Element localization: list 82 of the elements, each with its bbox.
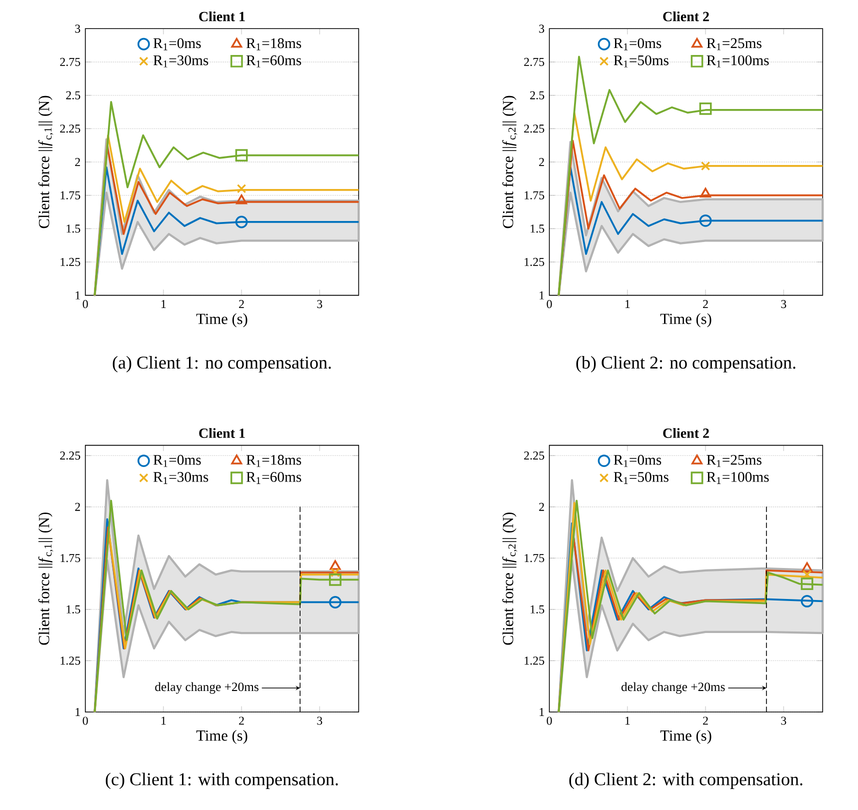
legend-label: R$_{1}$=50ms (614, 55, 668, 68)
y-tick-label: 1 (540, 291, 544, 300)
y-tick-label: 2 (539, 502, 544, 511)
y-tick-label: 2 (75, 502, 80, 511)
y-tick-label: 1.5 (66, 605, 80, 614)
y-tick-label: 1 (76, 291, 80, 300)
text: (b) Client 2: no compensation. (576, 356, 796, 372)
y-tick-label: 2.25 (60, 452, 80, 460)
y-tick-label: 3 (539, 24, 544, 33)
text: (d) Client 2: with compensation. (569, 772, 802, 790)
y-tick-label: 1.5 (66, 224, 80, 233)
legend-label: R$_{1}$=0ms (614, 454, 662, 467)
y-tick-label: 2.25 (524, 452, 544, 460)
x-tick-label: 2 (239, 716, 244, 725)
legend-label: R$_{1}$=25ms (706, 38, 762, 50)
text: (a) Client 1: no compensation. (112, 356, 331, 372)
x-tick-label: 2 (239, 300, 244, 308)
y-axis-title: Client force ||f$_{c,1}$|| (N) (38, 512, 54, 645)
legend-label: R$_{1}$=18ms (246, 454, 302, 467)
x-tick-label: 3 (317, 716, 322, 725)
legend-label: R$_{1}$=50ms (614, 472, 668, 484)
x-axis-title: Time (s) (196, 313, 248, 328)
y-tick-label: 1.75 (60, 191, 80, 200)
y-tick-label: 2.5 (530, 91, 544, 100)
x-tick-label: 0 (546, 300, 552, 308)
y-tick-label: 1.25 (60, 656, 80, 665)
x-tick-label: 2 (703, 300, 708, 308)
legend-label: R$_{1}$=60ms (246, 55, 302, 68)
line-series (558, 56, 824, 296)
legend-label: R$_{1}$=18ms (246, 38, 302, 50)
y-tick-label: 3 (75, 24, 80, 33)
x-axis-title: Time (s) (196, 730, 248, 744)
x-tick-label: 2 (703, 716, 708, 725)
y-tick-label: 1.75 (60, 554, 80, 562)
y-tick-label: 1 (76, 708, 80, 716)
y-tick-label: 1.25 (60, 258, 80, 266)
y-tick-label: 2.75 (60, 58, 80, 66)
y-tick-label: 2 (539, 158, 544, 166)
x-tick-label: 0 (82, 300, 88, 308)
chart-title: Client 1 (199, 428, 245, 438)
x-tick-label: 3 (317, 300, 322, 308)
legend-label: R$_{1}$=0ms (153, 454, 201, 467)
legend-label: R$_{1}$=100ms (706, 55, 769, 68)
ref-line-label: delay change +20ms (155, 682, 258, 694)
y-tick-label: 1.5 (530, 605, 544, 614)
y-tick-label: 1.5 (530, 224, 544, 233)
y-tick-label: 2.5 (66, 91, 80, 100)
x-tick-label: 1 (161, 300, 166, 308)
chart-title: Client 2 (663, 428, 709, 438)
y-axis-title: Client force ||f$_{c,2}$|| (N) (502, 96, 518, 228)
legend-label: R$_{1}$=30ms (153, 55, 208, 68)
y-tick-label: 1.75 (524, 554, 544, 562)
x-axis-title: Time (s) (660, 313, 712, 328)
x-tick-label: 0 (82, 716, 88, 725)
chart-title: Client 1 (199, 11, 245, 22)
ref-line-label: delay change +20ms (621, 682, 725, 694)
y-axis-title: Client force ||f$_{c,2}$|| (N) (502, 512, 518, 645)
x-tick-label: 3 (781, 716, 786, 725)
legend-label: R$_{1}$=60ms (246, 472, 302, 484)
x-tick-label: 3 (781, 300, 786, 308)
x-tick-label: 1 (625, 300, 630, 308)
y-tick-label: 1.25 (524, 656, 544, 665)
text: (c) Client 1: with compensation. (106, 772, 338, 790)
y-tick-label: 2 (75, 158, 80, 166)
legend-label: R$_{1}$=0ms (153, 38, 201, 50)
x-tick-label: 1 (161, 716, 166, 725)
y-tick-label: 1.75 (524, 191, 544, 200)
y-tick-label: 1 (540, 708, 544, 716)
y-tick-label: 2.25 (60, 124, 80, 133)
y-tick-label: 2.25 (524, 124, 544, 133)
y-tick-label: 2.75 (524, 58, 544, 66)
y-tick-label: 1.25 (524, 258, 544, 266)
chart-title: Client 2 (663, 11, 709, 22)
legend-label: R$_{1}$=25ms (706, 454, 762, 467)
x-tick-label: 0 (546, 716, 552, 725)
line-series (94, 101, 360, 296)
legend-label: R$_{1}$=0ms (614, 38, 662, 50)
x-axis-title: Time (s) (660, 730, 712, 744)
y-axis-title: Client force ||f$_{c,1}$|| (N) (38, 96, 54, 228)
legend-label: R$_{1}$=30ms (153, 472, 208, 484)
legend-label: R$_{1}$=100ms (706, 472, 769, 484)
x-tick-label: 1 (625, 716, 630, 725)
